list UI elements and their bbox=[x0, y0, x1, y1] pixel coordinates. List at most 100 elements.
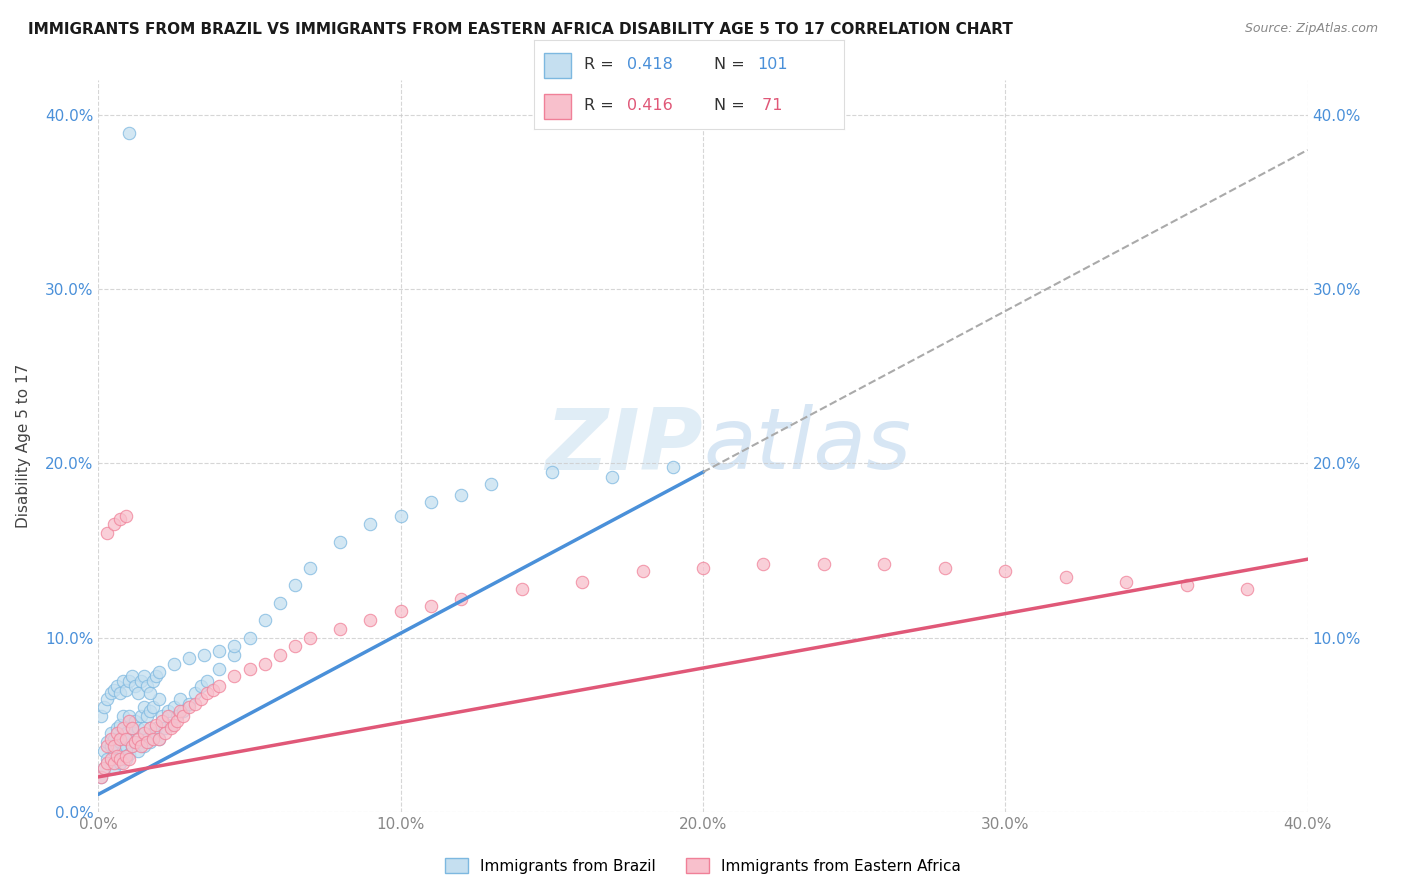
Point bbox=[100, 686, 122, 700]
Point bbox=[100, 739, 122, 753]
Point bbox=[132, 700, 155, 714]
Text: 71: 71 bbox=[756, 98, 783, 112]
Point bbox=[148, 731, 170, 746]
Point bbox=[208, 679, 231, 693]
Text: atlas: atlas bbox=[703, 404, 911, 488]
Point bbox=[184, 697, 207, 711]
Text: 0.418: 0.418 bbox=[627, 57, 673, 71]
Point bbox=[1236, 582, 1258, 596]
Point bbox=[93, 761, 115, 775]
Point bbox=[111, 721, 134, 735]
Point bbox=[111, 749, 134, 764]
Point bbox=[129, 735, 152, 749]
Point bbox=[179, 700, 201, 714]
Point bbox=[127, 731, 149, 746]
Point bbox=[156, 709, 179, 723]
Point bbox=[105, 726, 128, 740]
Point bbox=[127, 686, 149, 700]
Point bbox=[121, 669, 143, 683]
Point bbox=[163, 717, 186, 731]
Point bbox=[631, 565, 654, 579]
Text: IMMIGRANTS FROM BRAZIL VS IMMIGRANTS FROM EASTERN AFRICA DISABILITY AGE 5 TO 17 : IMMIGRANTS FROM BRAZIL VS IMMIGRANTS FRO… bbox=[28, 22, 1012, 37]
Point bbox=[121, 721, 143, 735]
Point bbox=[139, 704, 162, 718]
Point bbox=[96, 739, 118, 753]
Text: Source: ZipAtlas.com: Source: ZipAtlas.com bbox=[1244, 22, 1378, 36]
Point bbox=[124, 714, 146, 728]
Point bbox=[208, 644, 231, 658]
Point bbox=[602, 470, 624, 484]
Point bbox=[93, 744, 115, 758]
Text: R =: R = bbox=[583, 98, 619, 112]
Point bbox=[179, 651, 201, 665]
Point bbox=[299, 631, 322, 645]
Point bbox=[142, 731, 165, 746]
Point bbox=[100, 731, 122, 746]
Point bbox=[114, 749, 136, 764]
Point bbox=[111, 674, 134, 689]
FancyBboxPatch shape bbox=[544, 53, 571, 78]
Point bbox=[129, 739, 152, 753]
Point bbox=[873, 558, 896, 572]
Point bbox=[108, 717, 131, 731]
Point bbox=[224, 669, 246, 683]
Point bbox=[166, 709, 188, 723]
Point bbox=[132, 669, 155, 683]
Point bbox=[103, 744, 125, 758]
Point bbox=[135, 679, 157, 693]
Point bbox=[150, 709, 173, 723]
Point bbox=[132, 726, 155, 740]
Point bbox=[108, 686, 131, 700]
Point bbox=[166, 714, 188, 728]
Point bbox=[179, 697, 201, 711]
Point bbox=[93, 700, 115, 714]
Text: 101: 101 bbox=[756, 57, 787, 71]
Point bbox=[540, 465, 562, 479]
Point bbox=[108, 756, 131, 770]
Point bbox=[114, 508, 136, 523]
Point bbox=[139, 686, 162, 700]
Y-axis label: Disability Age 5 to 17: Disability Age 5 to 17 bbox=[17, 364, 31, 528]
Point bbox=[202, 682, 225, 697]
Point bbox=[148, 731, 170, 746]
Point bbox=[142, 674, 165, 689]
Text: R =: R = bbox=[583, 57, 619, 71]
Point bbox=[190, 679, 212, 693]
Point bbox=[103, 517, 125, 532]
Point bbox=[90, 709, 112, 723]
Point bbox=[118, 709, 141, 723]
Point bbox=[813, 558, 835, 572]
Point bbox=[269, 648, 291, 662]
Point bbox=[142, 726, 165, 740]
Point bbox=[253, 657, 276, 671]
Point bbox=[105, 752, 128, 766]
Point bbox=[145, 717, 167, 731]
Point bbox=[135, 731, 157, 746]
Point bbox=[132, 739, 155, 753]
Point bbox=[163, 700, 186, 714]
Point bbox=[118, 747, 141, 762]
Point bbox=[253, 613, 276, 627]
Text: N =: N = bbox=[714, 57, 749, 71]
Point bbox=[121, 739, 143, 753]
Point bbox=[93, 761, 115, 775]
Point bbox=[103, 739, 125, 753]
Point bbox=[135, 735, 157, 749]
Point bbox=[156, 704, 179, 718]
Point bbox=[208, 662, 231, 676]
Point bbox=[145, 721, 167, 735]
Point bbox=[114, 726, 136, 740]
Point bbox=[96, 691, 118, 706]
Point bbox=[153, 726, 176, 740]
Point bbox=[108, 512, 131, 526]
Point bbox=[193, 648, 215, 662]
Point bbox=[100, 756, 122, 770]
Point bbox=[103, 761, 125, 775]
Point bbox=[139, 721, 162, 735]
Point bbox=[105, 679, 128, 693]
Point bbox=[389, 508, 412, 523]
Point bbox=[160, 721, 183, 735]
Point bbox=[239, 631, 262, 645]
Point bbox=[96, 735, 118, 749]
Point bbox=[100, 752, 122, 766]
